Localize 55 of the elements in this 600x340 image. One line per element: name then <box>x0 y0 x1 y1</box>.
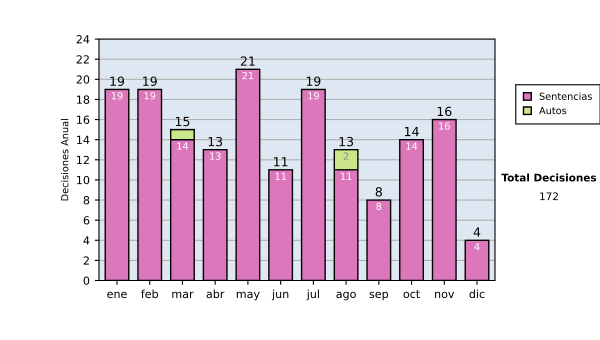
y-tick-label: 2 <box>84 256 89 265</box>
x-tick-label: oct <box>404 290 420 298</box>
x-tick-label: dic <box>469 290 484 298</box>
data-label: 21 <box>242 72 254 80</box>
x-tick-label: may <box>236 292 260 300</box>
x-tick-label: abr <box>206 290 224 298</box>
y-tick-label: 8 <box>84 196 90 204</box>
total-label: 16 <box>438 106 452 116</box>
legend-label: Autos <box>539 107 566 114</box>
text: Total Decisiones <box>501 173 596 182</box>
data-label: 2 <box>344 152 348 160</box>
total-label: 21 <box>240 56 255 66</box>
x-tick-label: nov <box>435 292 454 298</box>
data-label: 11 <box>276 172 286 180</box>
x-tick-label: jul <box>306 290 319 300</box>
total-label: 4 <box>474 228 480 237</box>
y-tick-label: 12 <box>77 156 89 164</box>
total-label: 13 <box>340 136 354 146</box>
y-tick-label: 4 <box>83 236 90 244</box>
data-label: 4 <box>474 243 480 250</box>
y-tick-label: 18 <box>77 95 90 104</box>
total-label: 14 <box>404 126 419 136</box>
data-label: 19 <box>144 92 156 100</box>
total-label: 19 <box>143 76 157 86</box>
data-label: 16 <box>439 122 450 130</box>
y-tick-label: 20 <box>76 75 90 84</box>
y-axis-title: Decisiones Anual <box>60 119 68 200</box>
total-label: 19 <box>110 76 124 86</box>
x-tick-label: ago <box>336 292 356 300</box>
y-tick-label: 14 <box>77 136 90 144</box>
x-tick-label: mar <box>172 292 194 298</box>
data-label: 11 <box>340 172 352 180</box>
text: 172 <box>540 192 558 200</box>
data-label: 19 <box>308 92 319 100</box>
data-label: 14 <box>177 142 188 150</box>
y-tick-label: 0 <box>84 276 90 285</box>
x-tick-label: jun <box>272 290 288 300</box>
x-tick-label: ene <box>107 292 127 298</box>
data-label: 14 <box>406 142 418 150</box>
total-label: 15 <box>176 116 190 126</box>
x-tick-label: sep <box>370 292 388 300</box>
total-label: 11 <box>274 157 288 166</box>
data-label: 13 <box>210 152 221 160</box>
data-label: 8 <box>376 202 382 210</box>
y-tick-label: 24 <box>76 35 90 44</box>
total-label: 13 <box>208 136 222 146</box>
data-label: 19 <box>112 92 122 100</box>
total-label: 8 <box>376 187 382 197</box>
legend-label: Sentencias <box>540 92 592 100</box>
x-tick-label: feb <box>141 290 158 298</box>
y-tick-label: 22 <box>76 55 89 64</box>
y-tick-label: 10 <box>77 176 90 184</box>
y-tick-label: 6 <box>84 216 90 225</box>
y-tick-label: 16 <box>77 116 90 124</box>
total-label: 19 <box>306 76 320 86</box>
